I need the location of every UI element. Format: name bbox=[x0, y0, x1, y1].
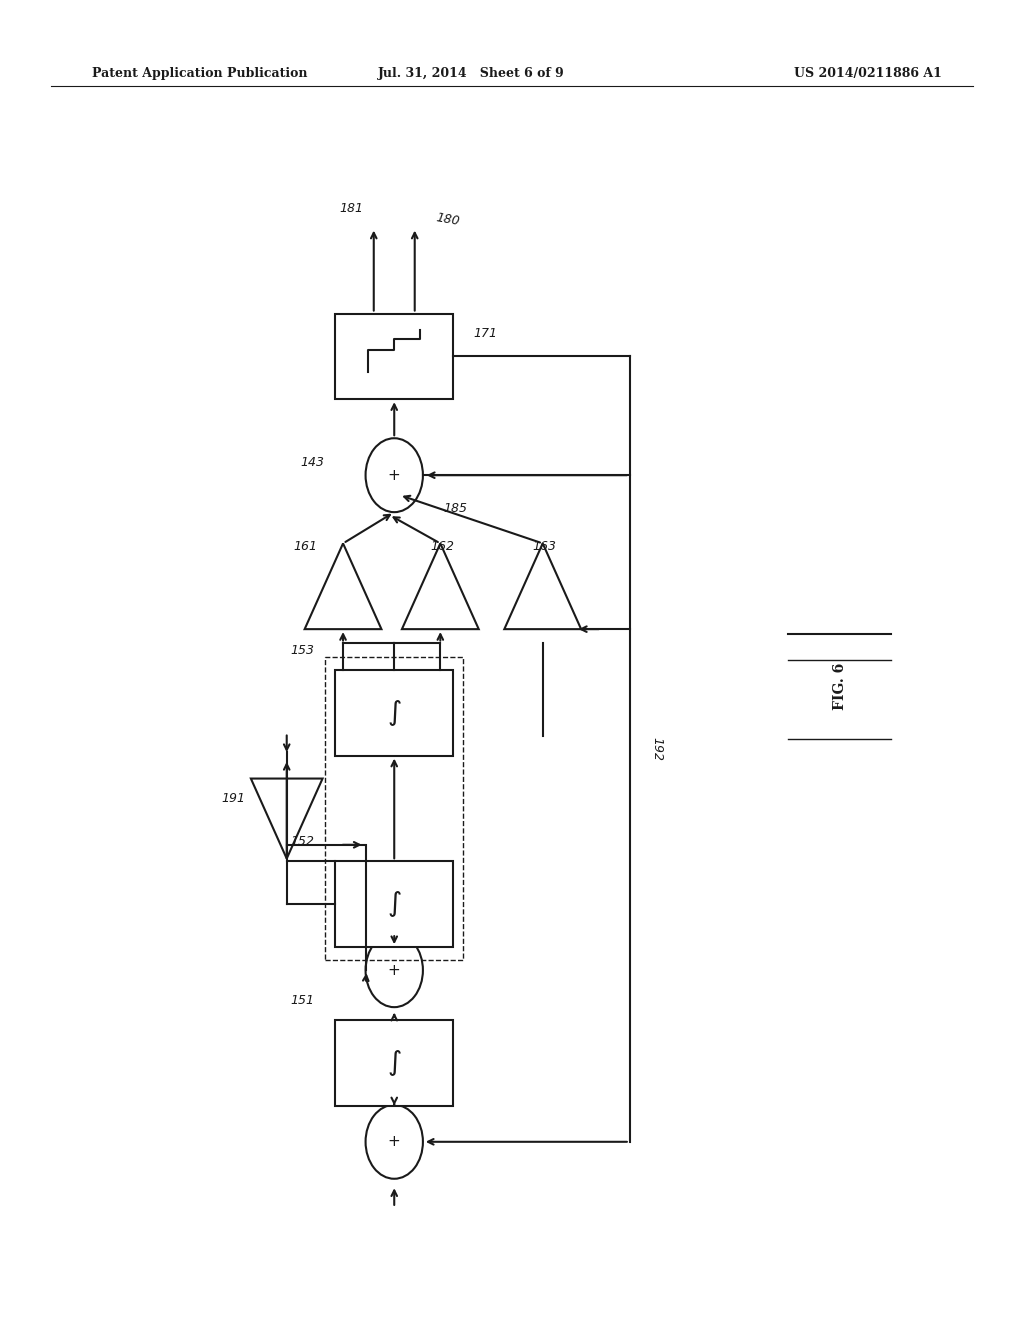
Text: 161: 161 bbox=[294, 540, 317, 553]
Text: 151: 151 bbox=[291, 994, 315, 1006]
Text: Patent Application Publication: Patent Application Publication bbox=[92, 67, 307, 81]
Text: 191: 191 bbox=[222, 792, 246, 805]
Text: +: + bbox=[388, 962, 400, 978]
FancyBboxPatch shape bbox=[336, 862, 453, 948]
Text: 143: 143 bbox=[301, 455, 325, 469]
FancyBboxPatch shape bbox=[336, 1019, 453, 1106]
Text: 185: 185 bbox=[443, 502, 467, 515]
Bar bbox=[326, 656, 463, 961]
Text: Jul. 31, 2014   Sheet 6 of 9: Jul. 31, 2014 Sheet 6 of 9 bbox=[378, 67, 564, 81]
FancyBboxPatch shape bbox=[336, 314, 453, 399]
FancyBboxPatch shape bbox=[336, 671, 453, 755]
Text: $\int$: $\int$ bbox=[387, 890, 401, 919]
Text: +: + bbox=[388, 1134, 400, 1150]
Text: 180: 180 bbox=[435, 211, 461, 227]
Text: 171: 171 bbox=[473, 327, 498, 339]
Text: $\int$: $\int$ bbox=[387, 698, 401, 727]
Text: 162: 162 bbox=[430, 540, 454, 553]
Text: US 2014/0211886 A1: US 2014/0211886 A1 bbox=[795, 67, 942, 81]
Text: 153: 153 bbox=[291, 644, 315, 656]
Text: $\int$: $\int$ bbox=[387, 1048, 401, 1077]
Text: 192: 192 bbox=[650, 737, 664, 762]
Text: 152: 152 bbox=[291, 836, 315, 847]
Text: 163: 163 bbox=[532, 540, 556, 553]
Text: 181: 181 bbox=[340, 202, 364, 215]
Text: +: + bbox=[388, 467, 400, 483]
Text: FIG. 6: FIG. 6 bbox=[833, 663, 847, 710]
